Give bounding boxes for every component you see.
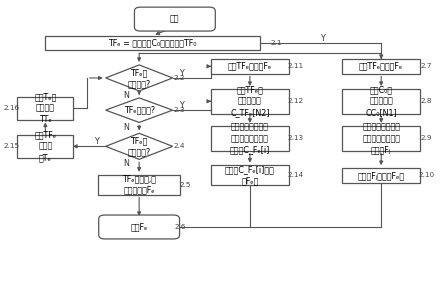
Text: 2.9: 2.9 xyxy=(421,135,432,141)
Text: TFₑ为
抽象节点?: TFₑ为 抽象节点? xyxy=(128,136,151,156)
Text: 依次将Fⱼ添加到Fₑ中: 依次将Fⱼ添加到Fₑ中 xyxy=(358,171,405,180)
Text: N: N xyxy=(123,160,129,168)
Text: 创建TFₑ的实例Fₑ: 创建TFₑ的实例Fₑ xyxy=(228,62,272,71)
Text: 2.3: 2.3 xyxy=(173,107,185,113)
Text: 获取Tₑ的
流程模板
TTₑ: 获取Tₑ的 流程模板 TTₑ xyxy=(34,92,56,124)
Bar xyxy=(17,96,73,120)
Text: 创建TFₑ的实例Fₑ: 创建TFₑ的实例Fₑ xyxy=(359,62,403,71)
Text: 循环处理得到集合
中每一个节点的流
程实例C_Fₑ[i]: 循环处理得到集合 中每一个节点的流 程实例C_Fₑ[i] xyxy=(230,123,270,154)
Text: 获取TFₑ的
子节点集合
C_TFₑ[N2]: 获取TFₑ的 子节点集合 C_TFₑ[N2] xyxy=(230,86,270,117)
Text: Y: Y xyxy=(95,137,99,146)
Text: 开始: 开始 xyxy=(170,14,180,24)
Bar xyxy=(211,126,289,151)
Bar xyxy=(342,126,420,151)
Bar xyxy=(17,135,73,158)
Text: N: N xyxy=(123,123,129,132)
Text: TFₑ = 当前组件C₀的流程模板TF₀: TFₑ = 当前组件C₀的流程模板TF₀ xyxy=(108,38,197,47)
Bar xyxy=(45,36,260,51)
Text: 2.5: 2.5 xyxy=(179,182,191,188)
Text: 返回Fₑ: 返回Fₑ xyxy=(130,222,148,232)
Bar xyxy=(98,175,181,195)
Text: TFₑ为流程?: TFₑ为流程? xyxy=(124,106,155,115)
Bar xyxy=(342,168,420,183)
FancyBboxPatch shape xyxy=(134,7,215,31)
Text: 获取C₀的
子组件集合
CC₀[N1]: 获取C₀的 子组件集合 CC₀[N1] xyxy=(365,86,397,117)
Text: 2.12: 2.12 xyxy=(288,98,304,104)
Text: TFₑ实例化,得
到流程实例Fₑ: TFₑ实例化,得 到流程实例Fₑ xyxy=(122,175,156,195)
Text: 2.15: 2.15 xyxy=(4,143,20,149)
Text: 2.6: 2.6 xyxy=(175,224,186,230)
Text: 2.14: 2.14 xyxy=(288,172,304,178)
Bar xyxy=(211,89,289,114)
Text: 依次将C_Fₑ[i]添加
到Fₑ中: 依次将C_Fₑ[i]添加 到Fₑ中 xyxy=(225,165,275,185)
Text: Y: Y xyxy=(179,101,184,110)
Bar xyxy=(342,89,420,114)
Text: Y: Y xyxy=(179,69,184,78)
Text: 2.16: 2.16 xyxy=(4,105,20,111)
Text: TFₑ为
流程框架?: TFₑ为 流程框架? xyxy=(128,68,151,88)
Polygon shape xyxy=(106,98,172,122)
Polygon shape xyxy=(106,65,172,91)
Text: 2.11: 2.11 xyxy=(288,63,304,69)
Text: 2.10: 2.10 xyxy=(418,172,435,178)
Text: 2.8: 2.8 xyxy=(421,98,432,104)
Polygon shape xyxy=(106,133,172,159)
Text: 2.1: 2.1 xyxy=(270,40,281,46)
Bar xyxy=(211,165,289,185)
Bar xyxy=(211,59,289,74)
Text: 2.7: 2.7 xyxy=(421,63,432,69)
Text: 2.13: 2.13 xyxy=(288,135,304,141)
Text: N: N xyxy=(123,91,129,100)
Text: 循环处理得到集合
中每一个组件的流
程实例Fⱼ: 循环处理得到集合 中每一个组件的流 程实例Fⱼ xyxy=(362,123,400,154)
Text: 2.4: 2.4 xyxy=(173,143,185,149)
Text: 2.2: 2.2 xyxy=(173,75,185,81)
Bar xyxy=(342,59,420,74)
Text: 获取TFₑ
类型信
息Tₑ: 获取TFₑ 类型信 息Tₑ xyxy=(34,131,56,162)
Text: Y: Y xyxy=(320,34,325,43)
FancyBboxPatch shape xyxy=(99,215,180,239)
